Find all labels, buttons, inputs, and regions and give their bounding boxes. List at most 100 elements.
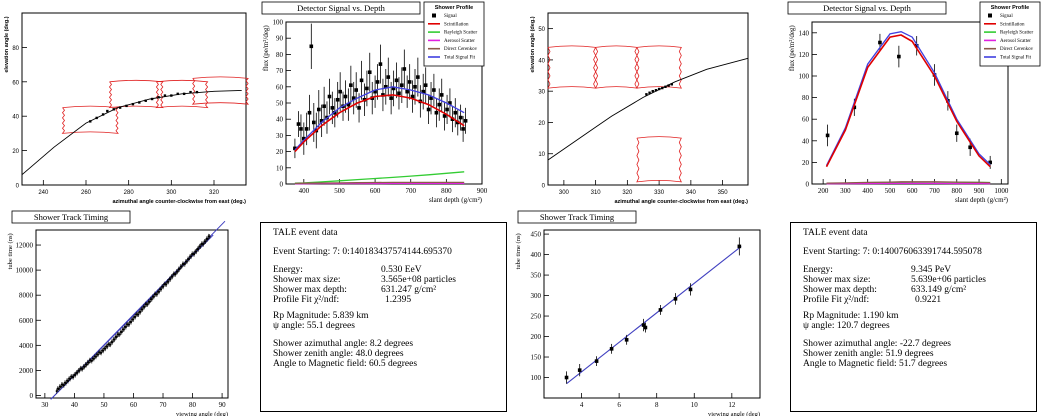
y-tick-label: 20 <box>802 159 810 167</box>
tube-time-point <box>160 288 162 290</box>
signal-point <box>297 122 301 126</box>
y-tick-label: 70 <box>276 67 284 75</box>
x-tick-label: 700 <box>405 187 416 195</box>
tube-point <box>102 113 104 115</box>
signal-point <box>897 55 901 59</box>
info-max-depth-label: Shower max depth: <box>273 285 347 295</box>
tube-time-point <box>659 308 663 312</box>
tube-time-point <box>121 331 123 333</box>
y-tick-label: 8000 <box>19 292 34 300</box>
tube-time-point <box>167 281 169 283</box>
x-tick-label: 12 <box>728 401 736 409</box>
tube-time-point <box>199 246 201 248</box>
tube-time-point <box>79 370 81 372</box>
info-chi2-value: 0.9221 <box>915 295 941 305</box>
plot-title: Detector Signal vs. Depth <box>297 3 386 13</box>
legend-label-total: Total Signal Fit <box>444 56 476 61</box>
tube-point <box>106 110 108 112</box>
signal-point <box>408 80 412 84</box>
info-energy-label: Energy: <box>273 265 303 275</box>
y-axis-label: tube time (ns) <box>515 233 522 269</box>
x-tick-label: 800 <box>952 187 963 195</box>
signal-point <box>305 127 309 131</box>
y-tick-label: 50 <box>276 100 284 108</box>
signal-point <box>317 108 321 112</box>
plot-title: Shower Track Timing <box>34 212 109 222</box>
legend-swatch-signal <box>432 14 436 18</box>
tube-time-point <box>114 339 116 341</box>
x-tick-label: 240 <box>38 190 49 196</box>
tube-time-point <box>644 326 648 330</box>
x-tick-label: 280 <box>124 190 135 196</box>
tube-time-point <box>205 241 207 243</box>
legend-swatch-signal <box>988 14 992 18</box>
plot-title: Shower Track Timing <box>540 212 615 222</box>
event-info-panel-2: TALE event data Event Starting: 7: 0:140… <box>790 222 1037 412</box>
y-tick-label: 4000 <box>19 342 34 350</box>
profile-plot-prof1: 400 500 600 700 800 900 0 10 20 30 40 50 60 70 80 90 100… <box>262 2 488 204</box>
tube-time-point <box>104 348 106 350</box>
tube-time-point <box>67 380 69 382</box>
signal-point <box>416 75 420 79</box>
info-rp: Rp Magnitude: 1.190 km <box>803 311 899 321</box>
x-tick-label: 600 <box>907 187 918 195</box>
tube-time-point <box>74 374 76 376</box>
y-tick-label: 300 <box>531 292 542 300</box>
tube-point <box>145 100 147 102</box>
legend-label-total: Total Signal Fit <box>1000 56 1032 61</box>
y-tick-label: 60 <box>802 116 810 124</box>
info-max-size-value: 3.565e+08 particles <box>381 275 456 285</box>
tube-time-point <box>207 238 209 240</box>
y-tick-label: 350 <box>531 272 542 280</box>
signal-point <box>386 75 390 79</box>
y-tick-label: 60 <box>12 80 19 86</box>
signal-point <box>338 90 342 94</box>
signal-point <box>878 41 882 45</box>
signal-point <box>397 91 401 95</box>
x-tick-label: 600 <box>370 187 381 195</box>
tube-time-point <box>116 336 118 338</box>
y-tick-label: 40 <box>12 115 19 121</box>
y-tick-label: 150 <box>531 354 542 362</box>
tube-time-point <box>565 376 569 380</box>
timing-plot-time1: 30 40 50 60 70 80 90 0 2000 4000 6000 8000 10000 1200… <box>7 211 228 416</box>
tube-time-point <box>209 236 211 238</box>
y-tick-label: 400 <box>531 251 542 259</box>
tube-point <box>125 105 127 107</box>
y-axis-label: elevation angle (deg.) <box>4 16 10 72</box>
sky-plot-sky1: 240 260 280 300 320020406080azimuthal angle … <box>4 13 248 205</box>
tube-time-point <box>181 266 183 268</box>
tube-time-point <box>197 248 199 250</box>
y-tick-label: 450 <box>531 231 542 239</box>
tube-point <box>138 101 140 103</box>
info-chi2-label: Profile Fit χ²/ndf: <box>273 295 339 305</box>
x-tick-label: 8 <box>655 401 659 409</box>
y-tick-label: 10000 <box>16 267 34 275</box>
tube-time-point <box>95 356 97 358</box>
signal-point <box>376 80 380 84</box>
tube-point <box>658 88 660 90</box>
y-tick-label: 0 <box>806 181 810 189</box>
tube-time-point <box>72 376 74 378</box>
tube-point <box>157 96 159 98</box>
x-tick-label: 60 <box>130 401 138 409</box>
tube-point <box>164 94 166 96</box>
x-tick-label: 400 <box>299 187 310 195</box>
legend-title: Shower Profile <box>435 5 474 11</box>
signal-point <box>354 88 358 92</box>
x-tick-label: 300 <box>166 190 177 196</box>
tube-time-point <box>97 354 99 356</box>
x-tick-label: 260 <box>81 190 92 196</box>
tube-point <box>151 98 153 100</box>
x-tick-label: 10 <box>691 401 699 409</box>
y-tick-label: 80 <box>802 94 810 102</box>
signal-point <box>328 95 332 99</box>
x-tick-label: 6 <box>617 401 621 409</box>
tube-time-point <box>88 362 90 364</box>
tube-point <box>177 93 179 95</box>
tube-time-point <box>100 352 102 354</box>
y-tick-label: 12000 <box>16 242 34 250</box>
tube-time-point <box>738 245 742 249</box>
x-tick-label: 4 <box>580 401 584 409</box>
info-event-starting: Event Starting: 7: 0:140183437574144.695… <box>273 247 452 257</box>
